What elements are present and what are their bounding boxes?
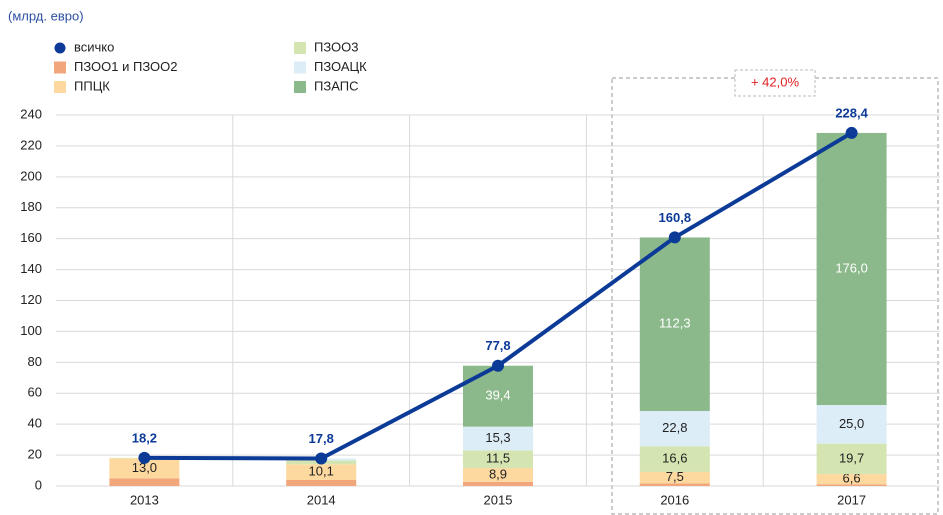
bar-segment xyxy=(816,443,887,475)
legend-label: ПЗОО1 и ПЗОО2 xyxy=(74,59,178,74)
bar-segment xyxy=(639,446,710,472)
total-label: 77,8 xyxy=(485,338,510,353)
segment-label: 13,0 xyxy=(132,460,157,475)
y-tick-label: 80 xyxy=(28,354,42,369)
total-marker xyxy=(845,126,858,139)
total-label: 17,8 xyxy=(309,431,334,446)
x-tick-label: 2013 xyxy=(130,492,159,507)
y-tick-label: 0 xyxy=(35,477,42,492)
legend-swatch xyxy=(294,42,306,54)
total-marker xyxy=(138,451,151,464)
segment-label: 6,6 xyxy=(843,471,861,486)
bar-segment xyxy=(816,404,887,444)
segment-label: 39,4 xyxy=(485,388,510,403)
x-tick-label: 2015 xyxy=(484,492,513,507)
annotation: + 42,0% xyxy=(751,74,800,89)
y-tick-label: 100 xyxy=(20,323,42,338)
legend-label: ППЦК xyxy=(74,78,110,93)
bar-segment xyxy=(109,478,180,486)
total-label: 18,2 xyxy=(132,430,157,445)
total-marker xyxy=(668,231,681,244)
legend-label: ПЗОО3 xyxy=(314,39,359,54)
legend-label: всичко xyxy=(74,39,114,54)
annotation-box xyxy=(734,69,816,97)
bar-segment xyxy=(463,426,533,451)
y-tick-label: 160 xyxy=(20,230,42,245)
y-tick-label: 240 xyxy=(20,106,42,121)
bar-segment xyxy=(639,411,710,447)
y-tick-label: 40 xyxy=(28,416,42,431)
legend-swatch xyxy=(54,61,66,74)
bar-segment xyxy=(286,479,357,486)
segment-label: 25,0 xyxy=(839,416,864,431)
bar-segment xyxy=(816,484,887,486)
y-tick-label: 120 xyxy=(20,292,42,307)
bar-segment xyxy=(639,237,710,412)
x-tick-label: 2016 xyxy=(660,492,689,507)
bar-segment xyxy=(816,474,887,485)
segment-label: 22,8 xyxy=(662,420,687,435)
legend-label: ПЗАПС xyxy=(314,78,358,93)
legend-swatch xyxy=(54,81,66,93)
segment-label: 7,5 xyxy=(666,469,684,484)
y-tick-label: 140 xyxy=(20,261,42,276)
total-marker xyxy=(492,359,504,372)
segment-label: 15,3 xyxy=(485,430,510,445)
bar-segment xyxy=(816,132,887,405)
segment-label: 112,3 xyxy=(659,316,691,331)
bar-segment xyxy=(463,450,533,469)
y-tick-label: 60 xyxy=(28,385,42,400)
segment-label: 8,9 xyxy=(489,466,507,481)
total-marker xyxy=(315,452,328,465)
y-tick-label: 200 xyxy=(20,168,42,183)
unit-label: (млрд. евро) xyxy=(8,8,84,23)
segment-label: 176,0 xyxy=(835,260,868,275)
bar-segment xyxy=(109,458,180,479)
total-label: 228,4 xyxy=(835,105,868,120)
bar-segment xyxy=(639,483,710,486)
legend-swatch xyxy=(294,81,306,93)
bar-segment xyxy=(463,468,533,482)
segment-label: 10,1 xyxy=(309,464,334,479)
legend-marker xyxy=(54,42,66,54)
segment-label: 16,6 xyxy=(662,451,687,466)
bar-segment xyxy=(463,481,533,486)
legend-swatch xyxy=(294,61,306,74)
bar-segment xyxy=(286,464,357,480)
bar-segment xyxy=(639,471,710,484)
total-label: 160,8 xyxy=(659,210,692,225)
y-tick-label: 20 xyxy=(28,447,42,462)
x-tick-label: 2017 xyxy=(837,492,866,507)
segment-label: 19,7 xyxy=(839,450,864,465)
y-tick-label: 180 xyxy=(20,199,42,214)
y-tick-label: 220 xyxy=(20,137,42,152)
x-tick-label: 2014 xyxy=(307,492,336,507)
legend-label: ПЗОАЦК xyxy=(314,59,367,74)
segment-label: 11,5 xyxy=(486,451,510,466)
